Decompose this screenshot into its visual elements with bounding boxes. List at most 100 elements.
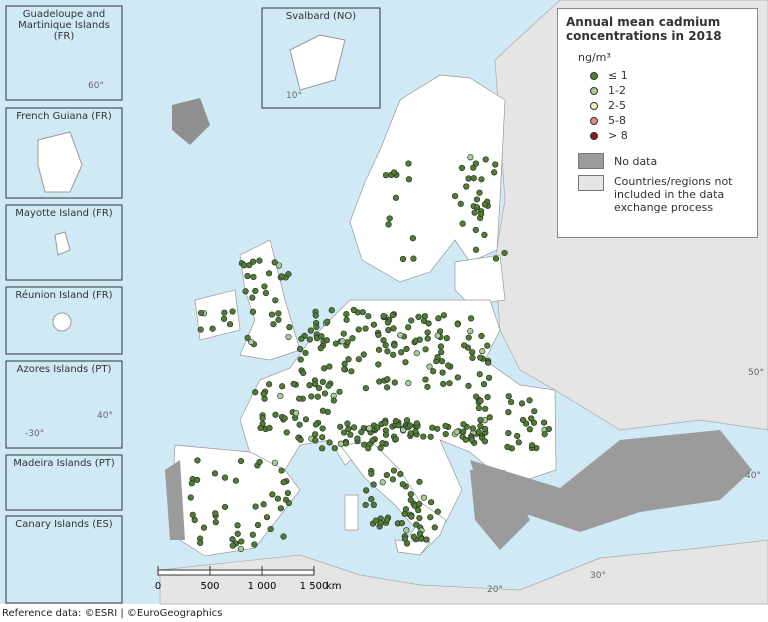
station (296, 421, 303, 428)
station (189, 511, 196, 518)
station (415, 313, 422, 321)
station (478, 210, 485, 217)
station (426, 363, 433, 370)
north-africa (159, 539, 768, 605)
station (531, 408, 538, 415)
station (408, 317, 415, 324)
station (375, 331, 382, 339)
station (312, 437, 319, 444)
station (505, 430, 512, 437)
greece-nodata (470, 470, 530, 550)
station (473, 196, 481, 203)
graticule-label: 20° (487, 585, 503, 595)
station (212, 510, 219, 517)
station (416, 478, 423, 485)
station (428, 499, 435, 506)
station (519, 416, 527, 424)
station (397, 332, 404, 339)
station (475, 428, 482, 435)
station (336, 388, 343, 395)
station (484, 394, 491, 401)
station (380, 312, 387, 320)
station (540, 419, 548, 426)
legend-label: 2-5 (608, 99, 626, 112)
station (374, 424, 381, 431)
station (365, 445, 372, 452)
station (402, 359, 409, 366)
legend-row: 5-8 (590, 113, 749, 128)
station (350, 306, 358, 314)
station (362, 385, 369, 392)
station (392, 436, 399, 443)
station (486, 414, 493, 421)
station (390, 467, 398, 474)
station (416, 530, 423, 537)
station (270, 321, 277, 328)
station (413, 350, 420, 357)
station (431, 524, 438, 531)
station (290, 380, 297, 388)
station (350, 424, 358, 431)
station (343, 310, 350, 318)
station (453, 428, 460, 435)
station (473, 204, 481, 211)
station (284, 489, 291, 497)
station (413, 521, 420, 528)
station (321, 390, 329, 397)
station (379, 479, 386, 486)
station (358, 429, 365, 436)
station (362, 325, 369, 332)
station (407, 430, 414, 437)
station (383, 384, 391, 391)
station (410, 255, 417, 262)
station (526, 426, 533, 433)
station (403, 527, 410, 534)
station (518, 400, 526, 407)
station (323, 337, 330, 344)
station (321, 365, 328, 372)
station (307, 327, 314, 334)
station (482, 425, 489, 433)
station (491, 169, 498, 176)
inset-label: Canary Islands (ES) (15, 519, 113, 530)
station (271, 459, 279, 466)
station (438, 358, 446, 365)
station (285, 499, 292, 507)
inset-box (5, 360, 123, 449)
station (375, 361, 382, 368)
station (424, 383, 431, 390)
station (372, 517, 379, 524)
station (226, 321, 234, 328)
station (191, 516, 198, 524)
station (349, 335, 356, 342)
station (384, 376, 391, 383)
station (398, 519, 405, 527)
station (238, 538, 245, 545)
station (440, 380, 447, 388)
station (298, 335, 305, 342)
station (266, 424, 273, 432)
station (545, 425, 552, 433)
iceland-nodata (172, 98, 210, 145)
station (467, 328, 474, 335)
station (385, 327, 392, 334)
station (246, 262, 253, 269)
station (312, 421, 320, 428)
station (256, 458, 263, 466)
station (286, 324, 293, 331)
swatch (578, 153, 604, 169)
station (479, 348, 486, 355)
station (476, 371, 483, 378)
legend-dot (590, 71, 598, 80)
station (232, 477, 239, 484)
station (478, 176, 485, 183)
legend-label: Countries/regions not included in the da… (614, 175, 733, 214)
station (319, 425, 326, 432)
legend-classes: ≤ 1 1-2 2-5 5-8 > 8 (566, 68, 749, 143)
station (481, 438, 489, 445)
station (501, 249, 508, 257)
station (424, 335, 431, 342)
station (477, 397, 484, 404)
station (401, 535, 408, 542)
